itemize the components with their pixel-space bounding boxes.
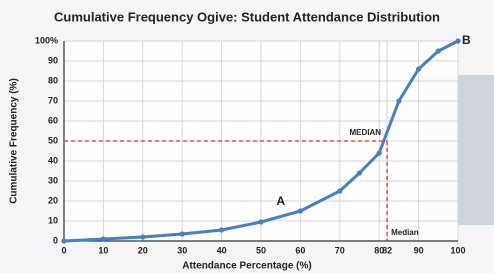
x-tick-label: 10 bbox=[98, 245, 108, 255]
y-tick-label: 30 bbox=[48, 175, 58, 185]
median-line-label: MEDIAN bbox=[350, 128, 382, 137]
data-point bbox=[455, 38, 460, 43]
chart-title: Cumulative Frequency Ogive: Student Atte… bbox=[54, 9, 440, 24]
data-point bbox=[101, 236, 106, 241]
data-point bbox=[416, 66, 421, 71]
x-tick-label: 30 bbox=[177, 245, 187, 255]
data-point bbox=[219, 227, 224, 232]
y-axis-label: Cumulative Frequency (%) bbox=[9, 78, 20, 204]
data-point bbox=[258, 219, 263, 224]
y-tick-label: 0 bbox=[53, 235, 58, 245]
data-point bbox=[396, 98, 401, 103]
data-point bbox=[436, 48, 441, 53]
data-point bbox=[140, 234, 145, 239]
x-tick-label: 60 bbox=[295, 245, 305, 255]
y-tick-label: 60 bbox=[48, 115, 58, 125]
x-tick-label: 82 bbox=[382, 245, 392, 255]
median-axis-label: Median bbox=[391, 228, 419, 237]
data-point bbox=[357, 170, 362, 175]
y-tick-label: 10 bbox=[48, 215, 58, 225]
data-point bbox=[377, 150, 382, 155]
x-tick-label: 100 bbox=[450, 245, 465, 255]
data-point bbox=[180, 231, 185, 236]
data-point bbox=[61, 238, 66, 243]
y-tick-label: 90 bbox=[48, 55, 58, 65]
annotation-b: B bbox=[462, 33, 471, 47]
y-tick-label: 40 bbox=[48, 155, 58, 165]
x-axis-label: Attendance Percentage (%) bbox=[182, 261, 311, 272]
data-point bbox=[298, 208, 303, 213]
chart: Cumulative Frequency Ogive: Student Atte… bbox=[0, 0, 494, 273]
x-tick-label: 90 bbox=[414, 245, 424, 255]
y-tick-label: 80 bbox=[48, 75, 58, 85]
data-point bbox=[337, 188, 342, 193]
x-tick-label: 0 bbox=[61, 245, 66, 255]
y-tick-label: 50 bbox=[48, 135, 58, 145]
x-tick-label: 50 bbox=[256, 245, 266, 255]
x-tick-label: 20 bbox=[138, 245, 148, 255]
x-tick-label: 40 bbox=[217, 245, 227, 255]
annotation-a: A bbox=[276, 194, 285, 208]
y-tick-label: 20 bbox=[48, 195, 58, 205]
y-tick-label: 70 bbox=[48, 95, 58, 105]
x-tick-label: 70 bbox=[335, 245, 345, 255]
y-tick-label: 100% bbox=[35, 35, 58, 45]
